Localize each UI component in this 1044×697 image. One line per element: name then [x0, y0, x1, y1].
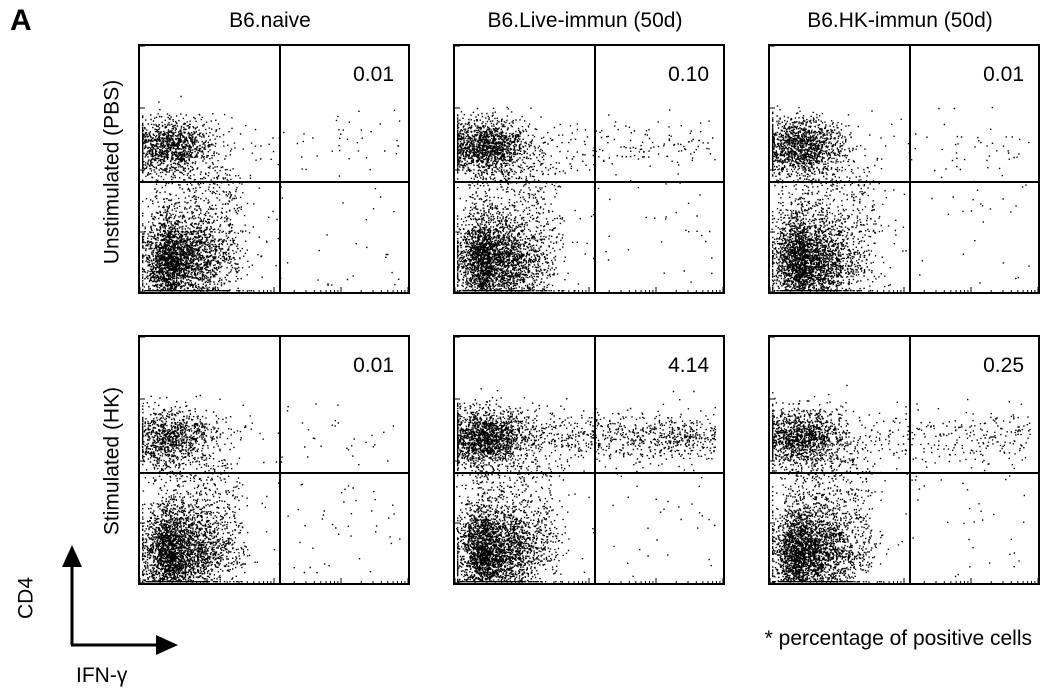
axes-arrow-icon	[62, 545, 178, 655]
scatter-dots	[140, 337, 408, 583]
scatter-dots	[455, 46, 723, 292]
event-dots	[142, 394, 401, 583]
axis-ticks	[770, 337, 1038, 583]
axis-ticks	[140, 337, 408, 583]
quadrant-value: 4.14	[668, 354, 709, 377]
scatter-dots	[455, 337, 723, 583]
axis-ticks	[140, 46, 408, 292]
axis-ticks	[455, 337, 723, 583]
x-axis-label: IFN-γ	[76, 664, 128, 687]
event-dots	[772, 384, 1031, 583]
column-title-live-immun: B6.Live-immun (50d)	[487, 9, 683, 32]
plot-hk-unstimulated: 0.01	[768, 44, 1040, 294]
quadrant-value: 0.10	[668, 63, 709, 86]
footnote: * percentage of positive cells	[764, 627, 1032, 650]
axis-ticks	[770, 46, 1038, 292]
quadrant-value: 0.01	[353, 63, 394, 86]
panel-letter: A	[10, 4, 32, 37]
row-label-stimulated: Stimulated (HK)	[100, 386, 124, 536]
quadrant-value: 0.01	[983, 63, 1024, 86]
scatter-dots	[140, 46, 408, 292]
quadrant-value: 0.25	[983, 354, 1024, 377]
row-label-unstimulated: Unstimulated (PBS)	[100, 79, 124, 265]
y-axis-label: CD4	[14, 576, 38, 620]
plot-naive-unstimulated: 0.01	[138, 44, 410, 294]
axis-ticks	[455, 46, 723, 292]
event-dots	[457, 106, 716, 292]
event-dots	[456, 388, 717, 583]
scatter-dots	[770, 46, 1038, 292]
event-dots	[142, 95, 401, 292]
column-title-naive: B6.naive	[229, 9, 311, 32]
plot-live-stimulated: 4.14	[453, 335, 725, 585]
quadrant-value: 0.01	[353, 354, 394, 377]
plot-live-unstimulated: 0.10	[453, 44, 725, 294]
scatter-dots	[770, 337, 1038, 583]
plot-hk-stimulated: 0.25	[768, 335, 1040, 585]
column-title-hk-immun: B6.HK-immun (50d)	[807, 9, 993, 32]
plot-naive-stimulated: 0.01	[138, 335, 410, 585]
event-dots	[771, 105, 1030, 292]
